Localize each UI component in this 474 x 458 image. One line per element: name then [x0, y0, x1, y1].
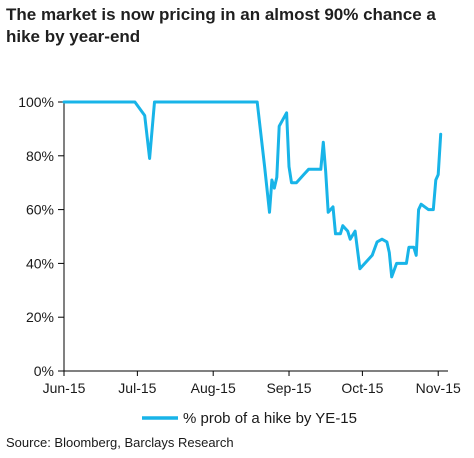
y-tick-label: 100% [18, 94, 54, 110]
x-axis: Jun-15 Jul-15 Aug-15 Sep-15 Oct-15 Nov-15 [43, 370, 461, 396]
y-tick-label: 40% [26, 255, 54, 271]
x-tick-label: Aug-15 [191, 380, 236, 396]
y-tick-label: 60% [26, 202, 54, 218]
legend-label: % prob of a hike by YE-15 [183, 410, 357, 427]
x-tick-label: Oct-15 [341, 380, 383, 396]
y-axis: 0% 20% 40% 60% 80% 100% [18, 94, 65, 379]
x-tick-label: Jun-15 [43, 380, 86, 396]
y-tick-label: 20% [26, 309, 54, 325]
series-line-prob-hike [62, 100, 443, 279]
chart-title: The market is now pricing in an almost 9… [6, 5, 436, 46]
legend: % prob of a hike by YE-15 [142, 410, 357, 427]
x-tick-label: Jul-15 [118, 380, 156, 396]
x-tick-label: Nov-15 [416, 380, 461, 396]
x-tick-label: Sep-15 [266, 380, 311, 396]
source-note: Source: Bloomberg, Barclays Research [6, 435, 234, 450]
y-tick-label: 0% [34, 363, 54, 379]
y-tick-label: 80% [26, 148, 54, 164]
series-layer [62, 100, 443, 279]
